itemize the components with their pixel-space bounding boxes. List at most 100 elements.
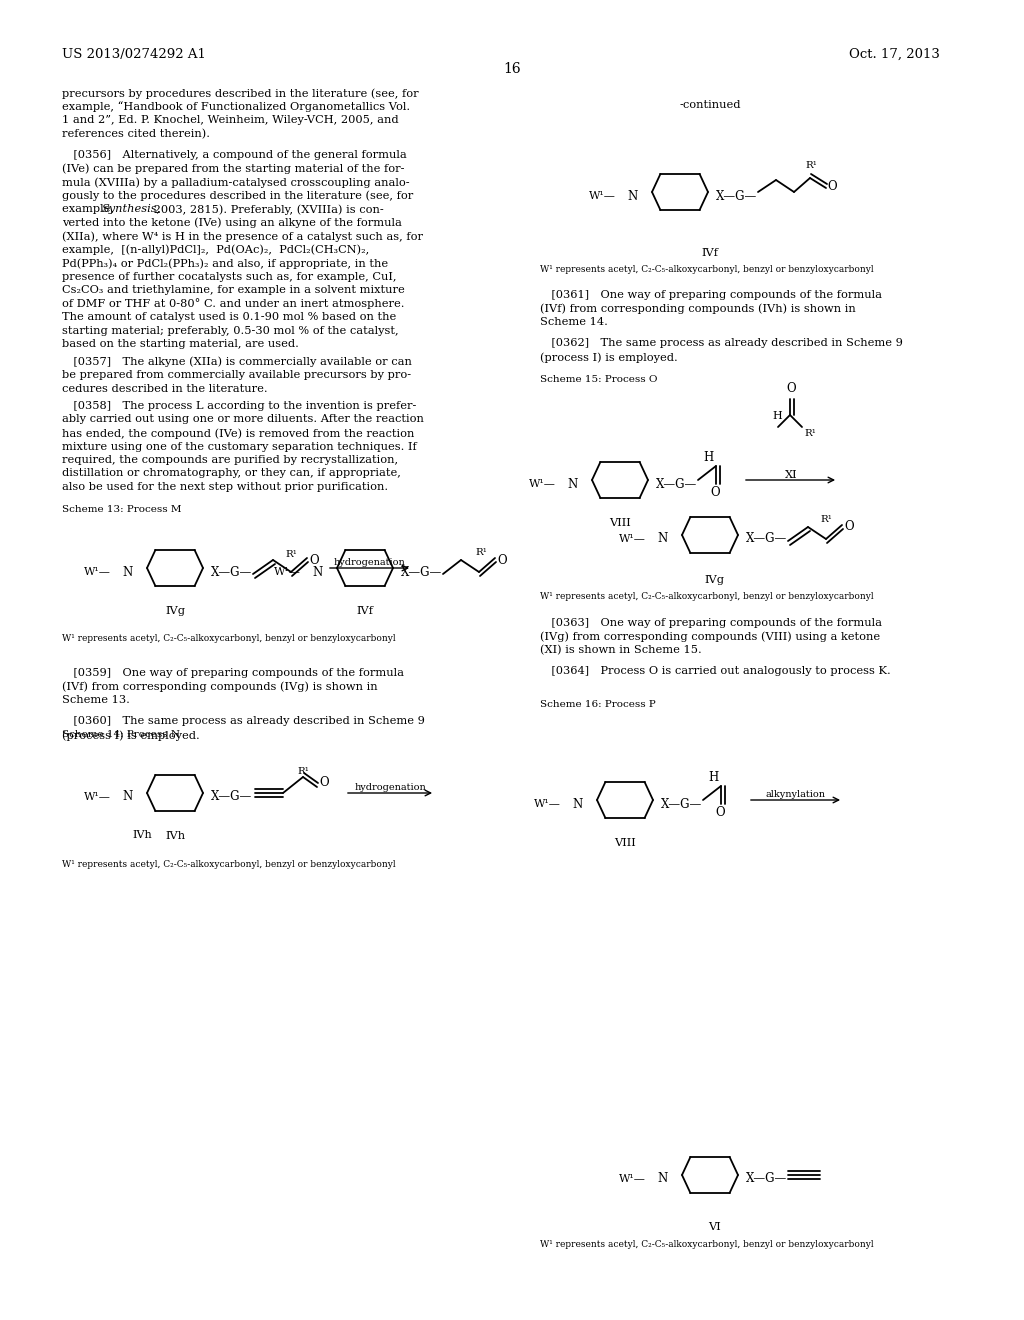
Text: N: N: [123, 565, 133, 578]
Text: [0358] The process L according to the invention is prefer-: [0358] The process L according to the in…: [62, 401, 417, 411]
Text: X—G—: X—G—: [656, 478, 697, 491]
Text: W¹ represents acetyl, C₂-C₅-alkoxycarbonyl, benzyl or benzyloxycarbonyl: W¹ represents acetyl, C₂-C₅-alkoxycarbon…: [62, 634, 395, 643]
Text: W¹ represents acetyl, C₂-C₅-alkoxycarbonyl, benzyl or benzyloxycarbonyl: W¹ represents acetyl, C₂-C₅-alkoxycarbon…: [540, 591, 873, 601]
Text: Synthesis,: Synthesis,: [102, 205, 161, 214]
Text: precursors by procedures described in the literature (see, for: precursors by procedures described in th…: [62, 88, 419, 99]
Text: W¹ represents acetyl, C₂-C₅-alkoxycarbonyl, benzyl or benzyloxycarbonyl: W¹ represents acetyl, C₂-C₅-alkoxycarbon…: [540, 265, 873, 275]
Text: W¹ represents acetyl, C₂-C₅-alkoxycarbonyl, benzyl or benzyloxycarbonyl: W¹ represents acetyl, C₂-C₅-alkoxycarbon…: [62, 861, 395, 869]
Text: has ended, the compound (IVe) is removed from the reaction: has ended, the compound (IVe) is removed…: [62, 428, 415, 438]
Text: be prepared from commercially available precursors by pro-: be prepared from commercially available …: [62, 370, 411, 380]
Text: Oct. 17, 2013: Oct. 17, 2013: [849, 48, 940, 61]
Text: alkynylation: alkynylation: [766, 789, 826, 799]
Text: references cited therein).: references cited therein).: [62, 128, 210, 139]
Text: example,  [(n-allyl)PdCl]₂,  Pd(OAc)₂,  PdCl₂(CH₃CN)₂,: example, [(n-allyl)PdCl]₂, Pd(OAc)₂, PdC…: [62, 244, 370, 255]
Text: US 2013/0274292 A1: US 2013/0274292 A1: [62, 48, 206, 61]
Text: 16: 16: [503, 62, 521, 77]
Text: N: N: [657, 1172, 668, 1185]
Text: [0362] The same process as already described in Scheme 9: [0362] The same process as already descr…: [540, 338, 903, 348]
Text: O: O: [309, 553, 318, 566]
Text: N: N: [572, 797, 583, 810]
Text: R¹: R¹: [285, 550, 297, 558]
Text: Scheme 13.: Scheme 13.: [62, 696, 130, 705]
Text: (IVf) from corresponding compounds (IVg) is shown in: (IVf) from corresponding compounds (IVg)…: [62, 681, 378, 692]
Text: of DMF or THF at 0-80° C. and under an inert atmosphere.: of DMF or THF at 0-80° C. and under an i…: [62, 298, 404, 309]
Text: ably carried out using one or more diluents. After the reaction: ably carried out using one or more dilue…: [62, 414, 424, 425]
Text: O: O: [844, 520, 854, 533]
Text: X—G—: X—G—: [746, 1172, 787, 1185]
Text: X—G—: X—G—: [662, 797, 702, 810]
Text: mixture using one of the customary separation techniques. If: mixture using one of the customary separ…: [62, 441, 417, 451]
Text: IVh: IVh: [165, 832, 185, 841]
Text: N: N: [657, 532, 668, 545]
Text: X—G—: X—G—: [211, 791, 252, 804]
Text: verted into the ketone (IVe) using an alkyne of the formula: verted into the ketone (IVe) using an al…: [62, 218, 401, 228]
Text: VIII: VIII: [609, 517, 631, 528]
Text: Pd(PPh₃)₄ or PdCl₂(PPh₃)₂ and also, if appropriate, in the: Pd(PPh₃)₄ or PdCl₂(PPh₃)₂ and also, if a…: [62, 257, 388, 268]
Text: [0364] Process O is carried out analogously to process K.: [0364] Process O is carried out analogou…: [540, 667, 891, 676]
Text: required, the compounds are purified by recrystallization,: required, the compounds are purified by …: [62, 455, 398, 465]
Text: N: N: [628, 190, 638, 202]
Text: N: N: [312, 565, 323, 578]
Text: Scheme 14.: Scheme 14.: [540, 317, 608, 327]
Text: [0359] One way of preparing compounds of the formula: [0359] One way of preparing compounds of…: [62, 668, 404, 678]
Text: X—G—: X—G—: [746, 532, 787, 545]
Text: starting material; preferably, 0.5-30 mol % of the catalyst,: starting material; preferably, 0.5-30 mo…: [62, 326, 398, 335]
Text: VIII: VIII: [614, 838, 636, 847]
Text: R¹: R¹: [820, 515, 831, 524]
Text: [0363] One way of preparing compounds of the formula: [0363] One way of preparing compounds of…: [540, 618, 882, 628]
Text: H: H: [702, 451, 713, 465]
Text: distillation or chromatography, or they can, if appropriate,: distillation or chromatography, or they …: [62, 469, 400, 479]
Text: H: H: [708, 771, 718, 784]
Text: O: O: [497, 553, 507, 566]
Text: R¹: R¹: [297, 767, 309, 776]
Text: (IVf) from corresponding compounds (IVh) is shown in: (IVf) from corresponding compounds (IVh)…: [540, 304, 856, 314]
Text: O: O: [319, 776, 329, 789]
Text: R¹: R¹: [475, 548, 486, 557]
Text: (IVg) from corresponding compounds (VIII) using a ketone: (IVg) from corresponding compounds (VIII…: [540, 631, 880, 642]
Text: W¹—: W¹—: [529, 479, 556, 488]
Text: W¹—: W¹—: [589, 191, 616, 201]
Text: W¹—: W¹—: [620, 535, 646, 544]
Text: The amount of catalyst used is 0.1-90 mol % based on the: The amount of catalyst used is 0.1-90 mo…: [62, 312, 396, 322]
Text: W¹—: W¹—: [84, 568, 111, 577]
Text: mula (XVIIIa) by a palladium-catalysed crosscoupling analo-: mula (XVIIIa) by a palladium-catalysed c…: [62, 177, 410, 187]
Text: W¹—: W¹—: [535, 799, 561, 809]
Text: (XIIa), where W⁴ is H in the presence of a catalyst such as, for: (XIIa), where W⁴ is H in the presence of…: [62, 231, 423, 242]
Text: (process I) is employed.: (process I) is employed.: [540, 352, 678, 363]
Text: cedures described in the literature.: cedures described in the literature.: [62, 384, 267, 393]
Text: gously to the procedures described in the literature (see, for: gously to the procedures described in th…: [62, 190, 414, 201]
Text: 2003, 2815). Preferably, (XVIIIa) is con-: 2003, 2815). Preferably, (XVIIIa) is con…: [150, 205, 384, 215]
Text: [0361] One way of preparing compounds of the formula: [0361] One way of preparing compounds of…: [540, 290, 882, 300]
Text: X—G—: X—G—: [211, 565, 252, 578]
Text: -continued: -continued: [680, 100, 741, 110]
Text: Scheme 14: Process N: Scheme 14: Process N: [62, 730, 180, 739]
Text: W¹ represents acetyl, C₂-C₅-alkoxycarbonyl, benzyl or benzyloxycarbonyl: W¹ represents acetyl, C₂-C₅-alkoxycarbon…: [540, 1239, 873, 1249]
Text: Cs₂CO₃ and triethylamine, for example in a solvent mixture: Cs₂CO₃ and triethylamine, for example in…: [62, 285, 404, 294]
Text: O: O: [711, 486, 720, 499]
Text: presence of further cocatalysts such as, for example, CuI,: presence of further cocatalysts such as,…: [62, 272, 396, 281]
Text: hydrogenation: hydrogenation: [333, 558, 404, 568]
Text: O: O: [827, 180, 837, 193]
Text: Scheme 16: Process P: Scheme 16: Process P: [540, 700, 655, 709]
Text: Scheme 15: Process O: Scheme 15: Process O: [540, 375, 657, 384]
Text: W¹—: W¹—: [274, 568, 301, 577]
Text: also be used for the next step without prior purification.: also be used for the next step without p…: [62, 482, 388, 492]
Text: X—G—: X—G—: [716, 190, 758, 202]
Text: IVh: IVh: [132, 830, 152, 840]
Text: R¹: R¹: [804, 429, 816, 438]
Text: IVf: IVf: [356, 606, 374, 616]
Text: based on the starting material, are used.: based on the starting material, are used…: [62, 339, 299, 348]
Text: N: N: [123, 791, 133, 804]
Text: [0357] The alkyne (XIIa) is commercially available or can: [0357] The alkyne (XIIa) is commercially…: [62, 356, 412, 367]
Text: W¹—: W¹—: [84, 792, 111, 803]
Text: VI: VI: [708, 1222, 720, 1232]
Text: XI: XI: [784, 470, 798, 480]
Text: IVf: IVf: [701, 248, 719, 257]
Text: example, “Handbook of Functionalized Organometallics Vol.: example, “Handbook of Functionalized Org…: [62, 102, 411, 112]
Text: example,: example,: [62, 205, 118, 214]
Text: hydrogenation: hydrogenation: [354, 783, 426, 792]
Text: [0356] Alternatively, a compound of the general formula: [0356] Alternatively, a compound of the …: [62, 150, 407, 160]
Text: (XI) is shown in Scheme 15.: (XI) is shown in Scheme 15.: [540, 645, 701, 655]
Text: IVg: IVg: [165, 606, 185, 616]
Text: W¹—: W¹—: [620, 1173, 646, 1184]
